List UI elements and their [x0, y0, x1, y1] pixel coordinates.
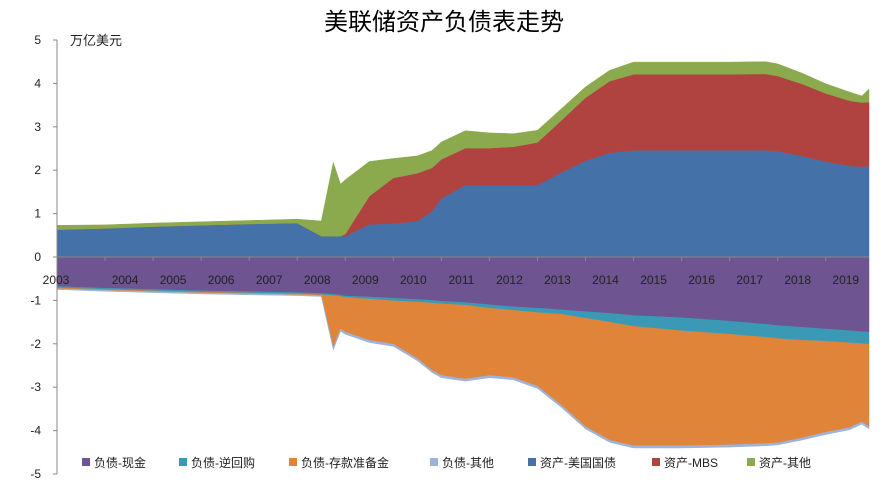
legend-swatch: [289, 458, 297, 466]
y-tick-label: 1: [34, 207, 41, 221]
x-tick-label: 2015: [640, 273, 667, 287]
legend-swatch: [430, 458, 438, 466]
unit-label: 万亿美元: [70, 33, 122, 48]
legend-label: 资产-其他: [759, 456, 811, 470]
legend-label: 负债-现金: [94, 455, 146, 470]
asset-area-2: [56, 61, 870, 237]
y-tick-label: -3: [30, 380, 41, 394]
x-tick-label: 2019: [832, 273, 859, 287]
x-tick-label: 2013: [544, 273, 571, 287]
x-tick-label: 2010: [400, 273, 427, 287]
y-tick-label: -1: [30, 293, 41, 307]
x-tick-label: 2005: [160, 273, 187, 287]
x-tick-label: 2008: [304, 273, 331, 287]
y-tick-label: -5: [30, 467, 41, 481]
x-tick-label: 2018: [784, 273, 811, 287]
legend-swatch: [747, 458, 755, 466]
legend-label: 资产-美国国债: [540, 456, 616, 470]
x-tick-label: 2016: [688, 273, 715, 287]
y-tick-label: -4: [30, 424, 41, 438]
legend-label: 负债-逆回购: [191, 455, 255, 470]
y-tick-label: -2: [30, 337, 41, 351]
y-tick-label: 5: [34, 33, 41, 47]
legend-swatch: [82, 458, 90, 466]
liability-areas: [56, 256, 870, 449]
y-tick-label: 0: [34, 250, 41, 264]
asset-areas: [56, 61, 870, 258]
x-tick-label: 2003: [43, 273, 70, 287]
y-tick-label: 3: [34, 120, 41, 134]
chart-title: 美联储资产负债表走势: [324, 8, 564, 36]
legend: 负债-现金 负债-逆回购 负债-存款准备金 负债-其他 资产-美国国债 资产-MBS 资产-…: [82, 455, 811, 470]
y-tick-label: 4: [34, 76, 41, 90]
legend-label: 负债-其他: [442, 456, 494, 470]
legend-swatch: [652, 458, 660, 466]
x-tick-label: 2004: [112, 273, 139, 287]
y-tick-label: 2: [34, 163, 41, 177]
x-tick-label: 2012: [496, 273, 523, 287]
x-tick-label: 2011: [448, 273, 474, 287]
legend-swatch: [528, 458, 536, 466]
liability-area-3: [56, 288, 870, 449]
x-tick-label: 2006: [208, 273, 235, 287]
x-tick-label: 2017: [736, 273, 763, 287]
axes: 5 4 3 2 1 0 -1 -2 -3 -4 -5 2003 2004 2005 2006 2007 2008…: [30, 33, 869, 481]
legend-label: 资产-MBS: [664, 456, 718, 470]
legend-label: 负债-存款准备金: [301, 455, 389, 470]
x-tick-label: 2014: [592, 273, 619, 287]
x-tick-label: 2007: [256, 273, 283, 287]
x-tick-label: 2009: [352, 273, 379, 287]
legend-swatch: [179, 458, 187, 466]
